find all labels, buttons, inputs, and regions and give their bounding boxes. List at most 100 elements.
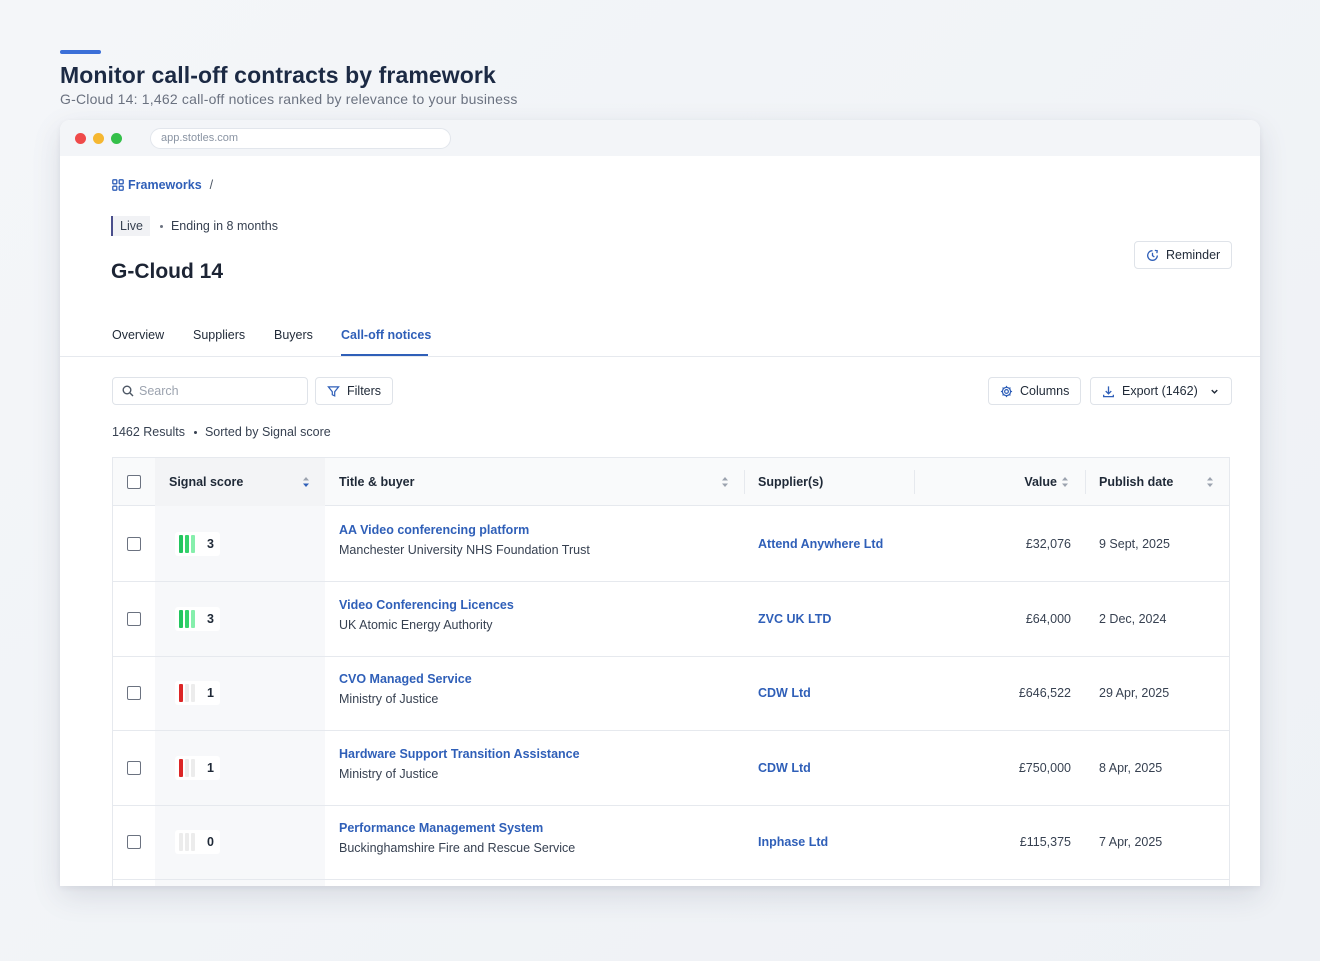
row-checkbox[interactable] xyxy=(127,611,141,626)
signal-bar xyxy=(179,535,183,553)
signal-score-badge: 1 xyxy=(175,681,220,705)
breadcrumb-frameworks-label: Frameworks xyxy=(128,178,202,192)
export-button[interactable]: Export (1462) xyxy=(1090,377,1232,405)
results-sort: Sorted by Signal score xyxy=(204,425,331,439)
tab-suppliers[interactable]: Suppliers xyxy=(193,328,246,342)
export-label: Export (1462) xyxy=(1122,384,1198,398)
contract-value: £750,000 xyxy=(1018,760,1071,775)
sort-icon[interactable] xyxy=(1206,476,1214,488)
column-header-signal-score[interactable]: Signal score xyxy=(155,458,325,506)
signal-bars xyxy=(179,609,195,628)
row-checkbox[interactable] xyxy=(127,835,141,849)
close-window-icon[interactable] xyxy=(75,133,86,144)
table-header: Signal score Title & buyer Supplier(s) V… xyxy=(113,458,1229,506)
publish-date: 9 Sept, 2025 xyxy=(1099,537,1170,551)
signal-bars xyxy=(179,758,195,777)
tab-call-off-notices[interactable]: Call-off notices xyxy=(341,328,432,342)
signal-bar xyxy=(185,684,189,702)
signal-bars xyxy=(179,833,195,851)
filters-label: Filters xyxy=(347,384,382,398)
columns-button[interactable]: Columns xyxy=(988,377,1082,405)
supplier-link[interactable]: CDW Ltd xyxy=(758,760,811,775)
notice-title-link[interactable]: Performance Management System xyxy=(339,821,544,835)
signal-bar xyxy=(179,684,183,702)
hero-subtitle: G-Cloud 14: 1,462 call-off notices ranke… xyxy=(60,91,518,107)
contract-value: £115,375 xyxy=(1019,835,1071,849)
buyer-name: Manchester University NHS Foundation Tru… xyxy=(339,543,590,557)
breadcrumb-frameworks-link[interactable]: Frameworks xyxy=(112,178,202,192)
column-header-suppliers[interactable]: Supplier(s) xyxy=(758,458,823,506)
table-row[interactable]: 0 Performance Management System Buckingh… xyxy=(113,805,1229,880)
column-divider xyxy=(744,470,745,494)
supplier-link[interactable]: Inphase Ltd xyxy=(758,835,829,849)
publish-date: 8 Apr, 2025 xyxy=(1099,760,1163,775)
signal-bar xyxy=(185,609,189,628)
column-header-title-buyer[interactable]: Title & buyer xyxy=(339,458,414,506)
supplier-link[interactable]: CDW Ltd xyxy=(758,686,811,700)
row-checkbox[interactable] xyxy=(127,537,141,551)
column-header-value[interactable]: Value xyxy=(1024,458,1057,506)
table-row[interactable]: 1 CVO Managed Service Ministry of Justic… xyxy=(113,656,1229,731)
signal-score-column-background xyxy=(155,458,325,886)
signal-score-value: 0 xyxy=(207,835,214,849)
browser-chrome: app.stotles.com xyxy=(60,120,1260,156)
sort-active-icon xyxy=(303,477,309,487)
results-count: 1462 Results xyxy=(112,425,185,439)
notice-title-link[interactable]: Video Conferencing Licences xyxy=(339,597,514,612)
signal-bar xyxy=(191,609,195,628)
sort-icon[interactable] xyxy=(721,476,729,488)
notice-title-link[interactable]: Hardware Support Transition Assistance xyxy=(339,746,580,761)
call-off-notices-table: Signal score Title & buyer Supplier(s) V… xyxy=(112,457,1230,886)
notice-title-link[interactable]: AA Video conferencing platform xyxy=(339,523,530,537)
contract-value: £32,076 xyxy=(1025,537,1071,551)
supplier-link[interactable]: Attend Anywhere Ltd xyxy=(758,537,884,551)
signal-bar xyxy=(179,833,183,851)
chevron-down-icon xyxy=(1210,389,1218,394)
signal-bar xyxy=(191,833,195,851)
page-title: G-Cloud 14 xyxy=(111,260,224,283)
tab-bar: Overview Suppliers Buyers Call-off notic… xyxy=(60,316,1260,357)
reminder-button[interactable]: Reminder xyxy=(1134,241,1233,269)
tab-buyers[interactable]: Buyers xyxy=(274,328,313,342)
maximize-window-icon[interactable] xyxy=(111,133,122,144)
signal-bar xyxy=(185,758,189,777)
row-checkbox[interactable] xyxy=(127,686,141,700)
signal-score-badge: 3 xyxy=(175,606,220,631)
breadcrumb-separator: / xyxy=(209,178,214,192)
column-header-suppliers-label: Supplier(s) xyxy=(758,475,824,489)
signal-score-value: 1 xyxy=(207,760,214,775)
sort-icon[interactable] xyxy=(1061,476,1069,488)
contract-value: £646,522 xyxy=(1018,686,1071,700)
supplier-link[interactable]: ZVC UK LTD xyxy=(758,611,832,626)
publish-date: 2 Dec, 2024 xyxy=(1099,611,1167,626)
table-row[interactable]: 3 AA Video conferencing platform Manches… xyxy=(113,507,1229,582)
search-input[interactable]: Search xyxy=(112,377,308,405)
row-checkbox[interactable] xyxy=(127,760,141,775)
minimize-window-icon[interactable] xyxy=(93,133,104,144)
hero-title: Monitor call-off contracts by framework xyxy=(60,62,496,88)
column-header-signal-label: Signal score xyxy=(169,475,244,489)
column-header-publish-date[interactable]: Publish date xyxy=(1099,458,1173,506)
filters-button[interactable]: Filters xyxy=(315,377,394,405)
address-bar[interactable]: app.stotles.com xyxy=(150,128,451,149)
notice-title-link[interactable]: CVO Managed Service xyxy=(339,672,472,686)
table-row[interactable]: 3 Video Conferencing Licences UK Atomic … xyxy=(113,582,1229,657)
publish-date: 29 Apr, 2025 xyxy=(1099,686,1170,700)
signal-bars xyxy=(179,684,195,702)
breadcrumb: Frameworks / xyxy=(112,178,213,192)
buyer-name: UK Atomic Energy Authority xyxy=(339,617,493,632)
signal-score-badge: 1 xyxy=(175,755,220,780)
column-header-date-label: Publish date xyxy=(1099,475,1174,489)
search-icon xyxy=(122,385,134,397)
signal-score-badge: 3 xyxy=(175,532,220,556)
signal-bar xyxy=(185,535,189,553)
ending-text: Ending in 8 months xyxy=(170,219,278,233)
table-row[interactable]: 1 Hardware Support Transition Assistance… xyxy=(113,731,1229,806)
tab-overview[interactable]: Overview xyxy=(112,328,165,342)
signal-bars xyxy=(179,535,195,553)
filter-icon xyxy=(327,385,340,397)
signal-bar xyxy=(191,684,195,702)
select-all-checkbox[interactable] xyxy=(127,475,141,489)
column-header-title-label: Title & buyer xyxy=(339,475,415,489)
signal-score-badge: 0 xyxy=(175,830,220,854)
